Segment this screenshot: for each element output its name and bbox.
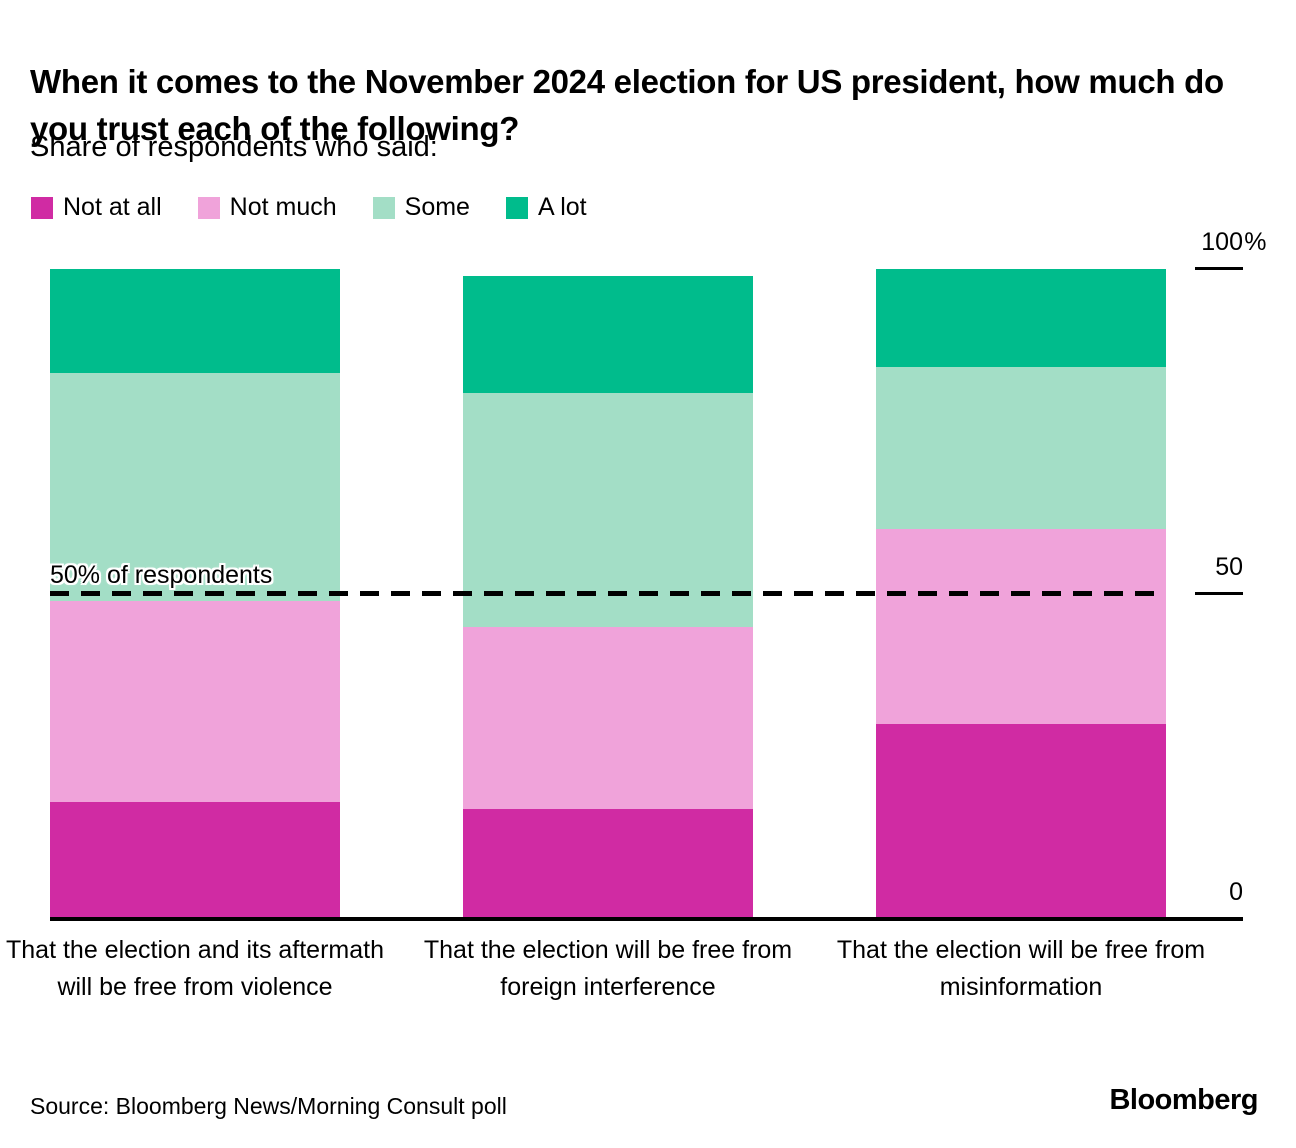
bar-segment-not-much: [463, 626, 753, 809]
y-tick-label: 50: [1215, 552, 1243, 582]
legend-label: Not much: [229, 193, 337, 221]
legend-item-not-at-all: Not at all: [31, 193, 162, 222]
bar-segment-some: [463, 392, 753, 627]
legend-label: A lot: [537, 193, 587, 221]
y-tick-line: [1195, 592, 1243, 595]
not-much-swatch-icon: [197, 196, 220, 219]
category-label: That the election will be free from fore…: [423, 936, 793, 1001]
not-at-all-swatch-icon: [31, 196, 53, 219]
bar-segment-not-at-all: [50, 802, 340, 919]
legend-item-not-much: Not much: [197, 193, 337, 222]
legend-label: Some: [404, 193, 470, 221]
x-axis-baseline: [50, 917, 1243, 921]
legend-label: Not at all: [63, 193, 162, 221]
legend-item-some: Some: [372, 193, 470, 222]
a-lot-swatch-icon: [505, 196, 528, 219]
y-tick-suffix: %: [1244, 228, 1267, 256]
bar-segment-not-much: [876, 529, 1166, 724]
some-swatch-icon: [372, 196, 395, 219]
chart-subtitle: Share of respondents who said:: [30, 131, 438, 163]
source-note: Source: Bloomberg News/Morning Consult p…: [30, 1093, 507, 1119]
bar-segment-a-lot: [463, 275, 753, 393]
y-tick-value: 50: [1215, 553, 1243, 581]
bar-segment-not-at-all: [876, 724, 1166, 919]
fifty-percent-annotation: 50% of respondents: [50, 561, 273, 589]
bar-segment-a-lot: [876, 269, 1166, 367]
category-label: That the election will be free from misi…: [836, 936, 1206, 1001]
bar-segment-some: [876, 366, 1166, 529]
legend: Not at all Not much Some A lot: [31, 193, 587, 222]
bloomberg-logo: Bloomberg: [1109, 1084, 1258, 1116]
y-tick-value: 100: [1201, 228, 1243, 256]
y-tick-label: 0: [1229, 877, 1243, 907]
category-label: That the election and its aftermath will…: [6, 936, 384, 1001]
y-tick-value: 0: [1229, 878, 1243, 906]
fifty-percent-dashline: [50, 591, 1166, 596]
bar-segment-not-at-all: [463, 808, 753, 919]
legend-item-a-lot: A lot: [505, 193, 587, 222]
y-tick-label: 100%: [1201, 227, 1266, 257]
bar-2: [463, 275, 753, 919]
y-tick-line: [1195, 267, 1243, 270]
page-title: When it comes to the November 2024 elect…: [30, 63, 1224, 148]
bar-segment-some: [50, 373, 340, 601]
bar-1: [50, 269, 340, 919]
bar-3: [876, 269, 1166, 919]
bar-segment-a-lot: [50, 269, 340, 373]
bar-segment-not-much: [50, 600, 340, 802]
